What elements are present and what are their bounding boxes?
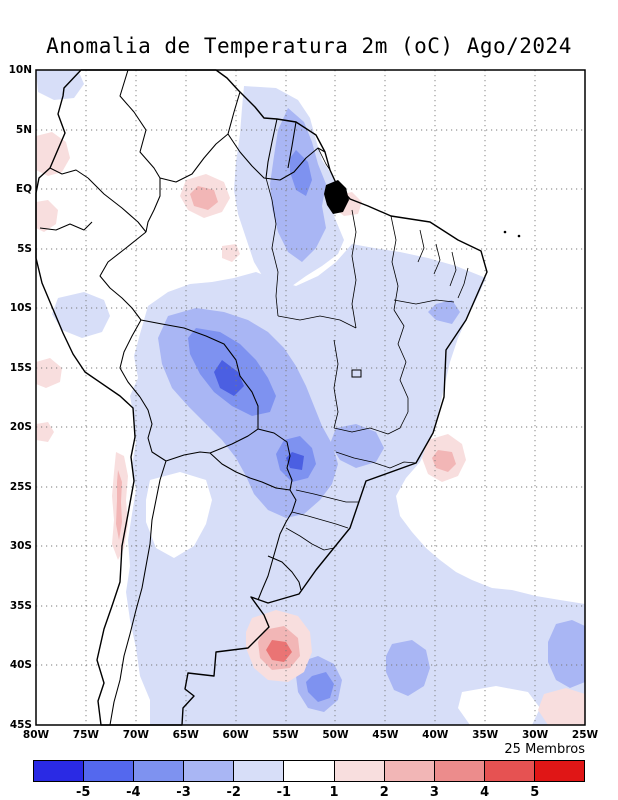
island-dot [503, 230, 507, 234]
lat-tick-label: 10S [9, 301, 32, 314]
colorbar-segment [484, 761, 535, 781]
colorbar-tick-label: 1 [329, 785, 339, 800]
lon-tick-label: 25W [571, 729, 599, 741]
colorbar-segment [134, 761, 185, 781]
colorbar-segment [184, 761, 235, 781]
lon-tick-label: 75W [72, 729, 100, 741]
lat-tick-label: 15S [9, 361, 32, 374]
colorbar-segment [434, 761, 485, 781]
lat-tick-label: 5S [17, 242, 32, 255]
lat-tick-label: 30S [9, 540, 32, 553]
lat-tick-label: EQ [15, 182, 32, 195]
colorbar-tick-label: -3 [176, 785, 191, 800]
colorbar-segment [34, 761, 85, 781]
lon-tick-label: 35W [472, 729, 499, 741]
colorbar-tick-label: 5 [530, 785, 540, 800]
coastline [35, 69, 521, 726]
figure-title: Anomalia de Temperatura 2m (oC) Ago/2024 [46, 34, 572, 58]
graticule-gridlines [36, 70, 585, 725]
lon-tick-label: 80W [22, 729, 50, 741]
amazon-delta [324, 180, 349, 214]
colorbar-segment [534, 761, 585, 781]
colorbar [33, 760, 585, 782]
lat-tick-label: 40S [9, 659, 32, 672]
lat-tick-label: 5N [15, 123, 32, 136]
colorbar-tick-label: -2 [226, 785, 241, 800]
lon-tick-label: 40W [422, 729, 449, 741]
members-label: 25 Membros [504, 742, 585, 757]
lon-tick-label: 50W [322, 729, 349, 741]
lat-tick-label: 45S [9, 718, 32, 731]
lat-tick-label: 20S [9, 421, 32, 434]
lat-tick-label: 35S [9, 599, 32, 612]
colorbar-segment [384, 761, 435, 781]
state-borders [265, 147, 469, 551]
lon-tick-label: 30W [521, 729, 549, 741]
lon-tick-label: 60W [222, 729, 249, 741]
colorbar-segment [334, 761, 385, 781]
colorbar-tick-label: -4 [126, 785, 141, 800]
lat-tick-label: 25S [9, 480, 32, 493]
lon-tick-label: 65W [172, 729, 199, 741]
lat-tick-label: 10N [8, 63, 32, 76]
colorbar-segment [284, 761, 335, 781]
map-frame [35, 69, 586, 726]
colorbar-tick-label: -5 [75, 785, 91, 800]
colorbar-tick-label: 2 [379, 785, 389, 800]
lon-tick-label: 55W [272, 729, 299, 741]
colorbar-segment [234, 761, 285, 781]
lon-tick-label: 70W [122, 729, 149, 741]
island-dot [517, 234, 521, 238]
colorbar-segment [84, 761, 135, 781]
country-borders [39, 69, 326, 726]
colorbar-tick-label: -1 [276, 785, 292, 800]
colorbar-tick-label: 3 [429, 785, 439, 800]
lon-tick-label: 45W [372, 729, 399, 741]
anomaly-shading [36, 70, 585, 725]
colorbar-tick-label: 4 [480, 785, 490, 800]
distrito-federal-square [351, 369, 362, 378]
